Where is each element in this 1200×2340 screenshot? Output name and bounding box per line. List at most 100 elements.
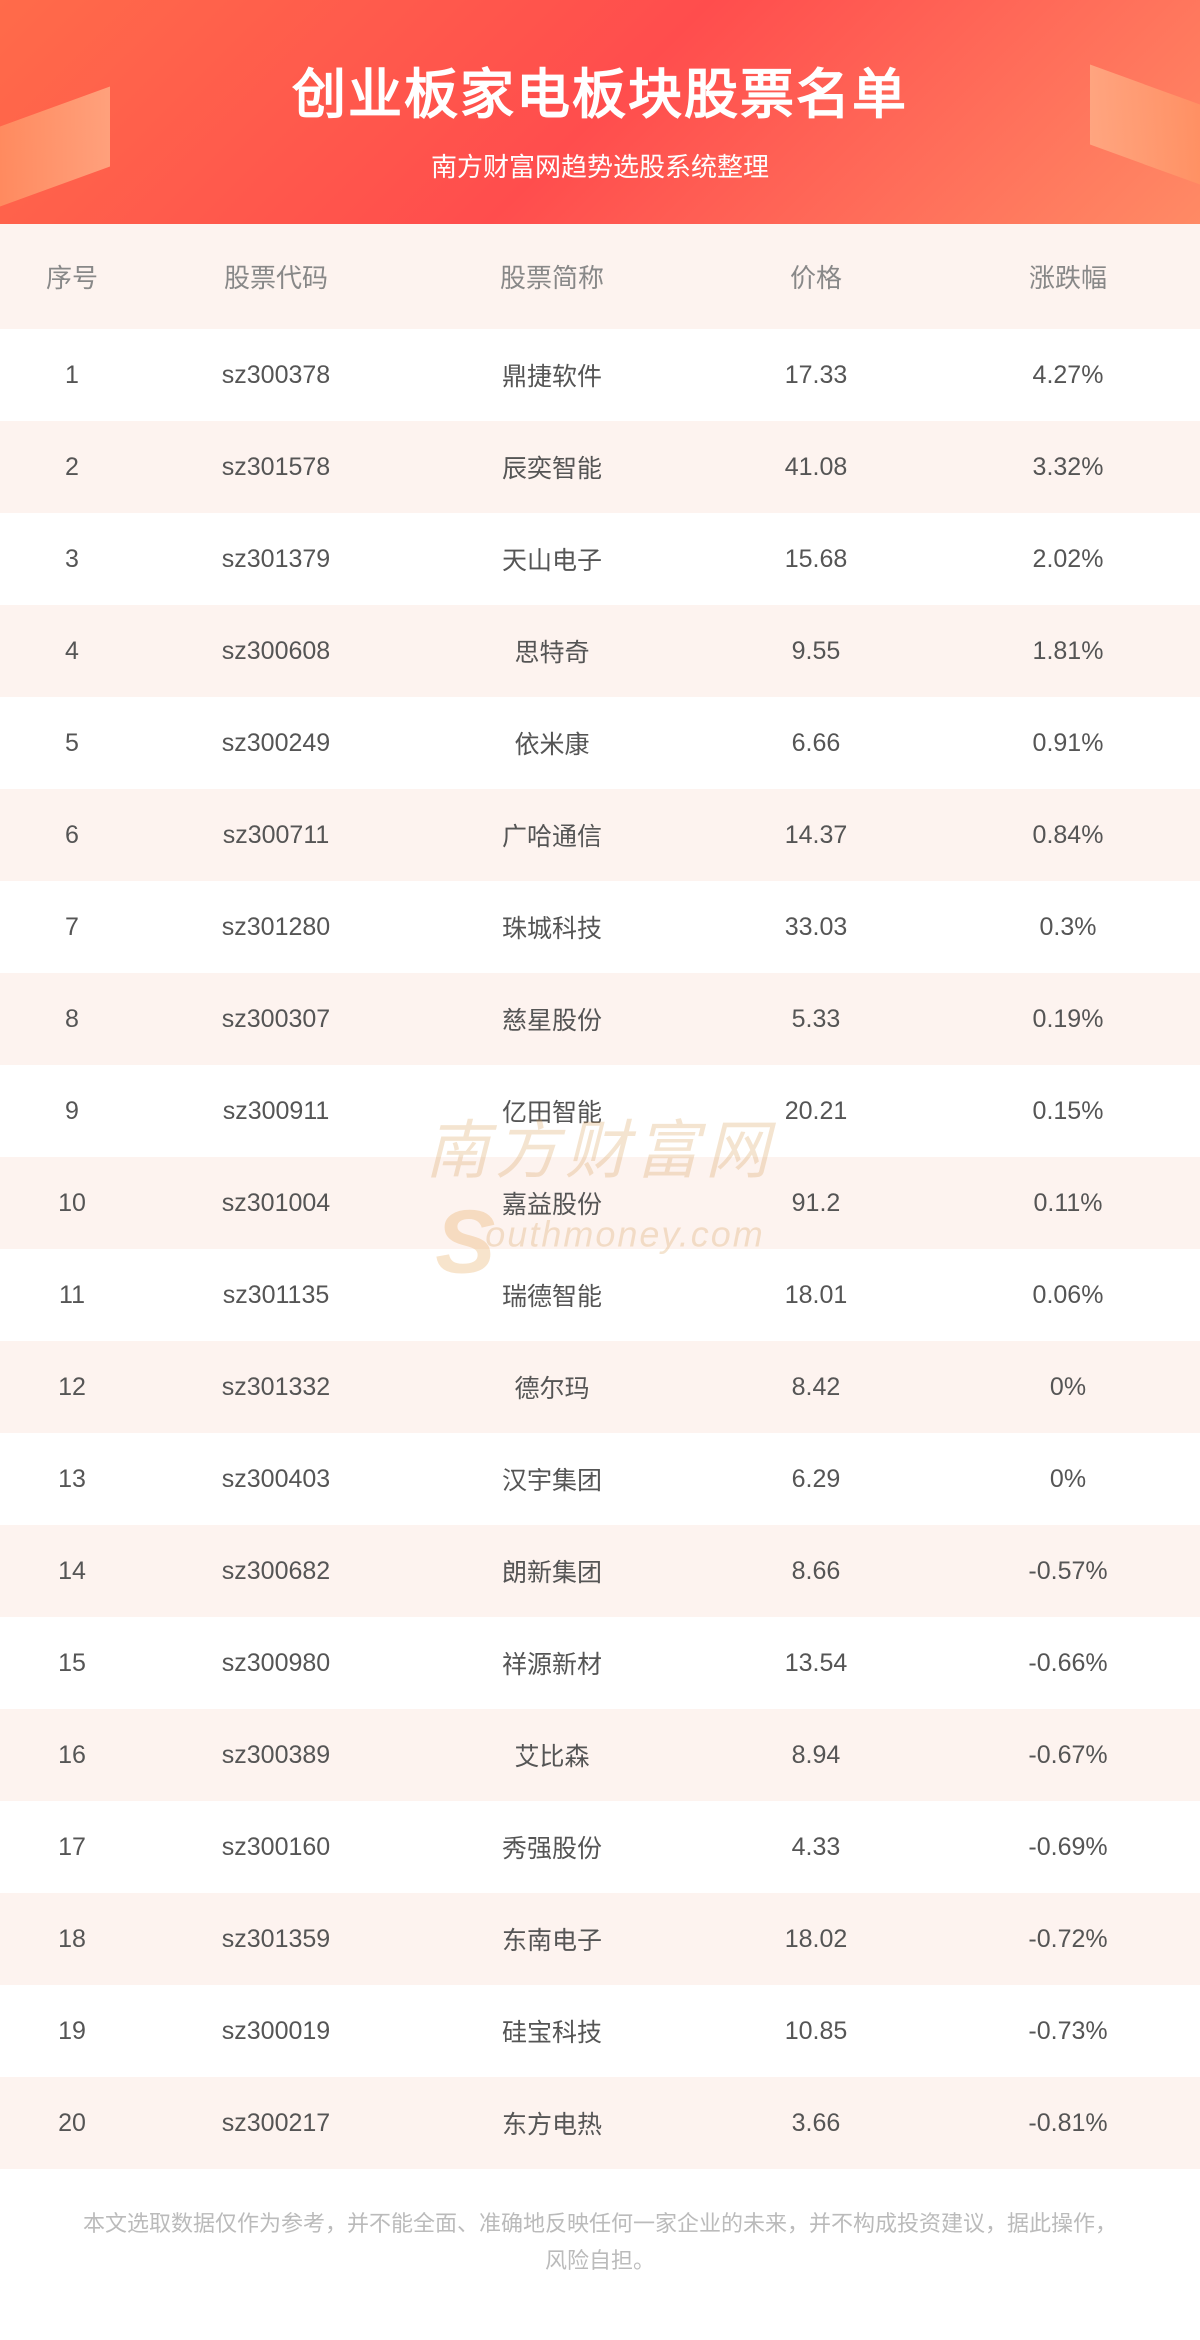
cell-price: 9.55 (696, 605, 936, 697)
table-row: 4sz300608思特奇9.551.81% (0, 605, 1200, 697)
table-row: 20sz300217东方电热3.66-0.81% (0, 2077, 1200, 2169)
cell-change: 0.19% (936, 973, 1200, 1065)
table-row: 3sz301379天山电子15.682.02% (0, 513, 1200, 605)
cell-code: sz301578 (144, 421, 408, 513)
cell-code: sz300249 (144, 697, 408, 789)
table-row: 2sz301578辰奕智能41.083.32% (0, 421, 1200, 513)
cell-change: -0.57% (936, 1525, 1200, 1617)
cell-index: 2 (0, 421, 144, 513)
cell-code: sz300307 (144, 973, 408, 1065)
table-row: 12sz301332德尔玛8.420% (0, 1341, 1200, 1433)
cell-change: 0.91% (936, 697, 1200, 789)
cell-change: 3.32% (936, 421, 1200, 513)
cell-name: 天山电子 (408, 513, 696, 605)
cell-code: sz300403 (144, 1433, 408, 1525)
table-row: 9sz300911亿田智能20.210.15% (0, 1065, 1200, 1157)
cell-code: sz301004 (144, 1157, 408, 1249)
cell-code: sz301379 (144, 513, 408, 605)
cell-name: 东方电热 (408, 2077, 696, 2169)
cell-price: 5.33 (696, 973, 936, 1065)
table-row: 18sz301359东南电子18.02-0.72% (0, 1893, 1200, 1985)
cell-change: 0% (936, 1433, 1200, 1525)
cell-code: sz300911 (144, 1065, 408, 1157)
cell-change: -0.66% (936, 1617, 1200, 1709)
cell-change: -0.81% (936, 2077, 1200, 2169)
cell-change: 0.84% (936, 789, 1200, 881)
cell-code: sz300217 (144, 2077, 408, 2169)
cell-code: sz300019 (144, 1985, 408, 2077)
cell-index: 3 (0, 513, 144, 605)
cell-name: 瑞德智能 (408, 1249, 696, 1341)
cell-index: 1 (0, 329, 144, 421)
cell-price: 4.33 (696, 1801, 936, 1893)
table-row: 11sz301135瑞德智能18.010.06% (0, 1249, 1200, 1341)
cell-price: 14.37 (696, 789, 936, 881)
cell-price: 20.21 (696, 1065, 936, 1157)
cell-name: 广哈通信 (408, 789, 696, 881)
cell-price: 18.02 (696, 1893, 936, 1985)
cell-change: 1.81% (936, 605, 1200, 697)
cell-code: sz301280 (144, 881, 408, 973)
page-title: 创业板家电板块股票名单 (20, 50, 1180, 129)
cell-name: 亿田智能 (408, 1065, 696, 1157)
cell-name: 慈星股份 (408, 973, 696, 1065)
cell-index: 19 (0, 1985, 144, 2077)
table-row: 10sz301004嘉益股份91.20.11% (0, 1157, 1200, 1249)
cell-code: sz300160 (144, 1801, 408, 1893)
cell-price: 15.68 (696, 513, 936, 605)
cell-price: 41.08 (696, 421, 936, 513)
cell-name: 鼎捷软件 (408, 329, 696, 421)
cell-price: 10.85 (696, 1985, 936, 2077)
cell-code: sz300378 (144, 329, 408, 421)
col-header-code: 股票代码 (144, 224, 408, 329)
cell-change: 2.02% (936, 513, 1200, 605)
cell-code: sz300389 (144, 1709, 408, 1801)
cell-index: 16 (0, 1709, 144, 1801)
cell-code: sz301135 (144, 1249, 408, 1341)
cell-index: 14 (0, 1525, 144, 1617)
cell-code: sz300682 (144, 1525, 408, 1617)
cell-change: -0.67% (936, 1709, 1200, 1801)
cell-name: 艾比森 (408, 1709, 696, 1801)
table-row: 8sz300307慈星股份5.330.19% (0, 973, 1200, 1065)
cell-index: 11 (0, 1249, 144, 1341)
cell-change: -0.73% (936, 1985, 1200, 2077)
cell-change: -0.72% (936, 1893, 1200, 1985)
table-row: 13sz300403汉宇集团6.290% (0, 1433, 1200, 1525)
cell-name: 朗新集团 (408, 1525, 696, 1617)
cell-price: 8.66 (696, 1525, 936, 1617)
cell-index: 18 (0, 1893, 144, 1985)
cell-name: 德尔玛 (408, 1341, 696, 1433)
cell-name: 硅宝科技 (408, 1985, 696, 2077)
stock-table-body: 1sz300378鼎捷软件17.334.27%2sz301578辰奕智能41.0… (0, 329, 1200, 2169)
cell-price: 18.01 (696, 1249, 936, 1341)
cell-change: 0.3% (936, 881, 1200, 973)
cell-price: 8.42 (696, 1341, 936, 1433)
cell-change: -0.69% (936, 1801, 1200, 1893)
cell-code: sz300608 (144, 605, 408, 697)
stock-table-container: 南方财富网 Southmoney.com 序号 股票代码 股票简称 价格 涨跌幅… (0, 224, 1200, 2169)
cell-name: 东南电子 (408, 1893, 696, 1985)
table-header-row: 序号 股票代码 股票简称 价格 涨跌幅 (0, 224, 1200, 329)
col-header-index: 序号 (0, 224, 144, 329)
cell-name: 秀强股份 (408, 1801, 696, 1893)
cell-name: 汉宇集团 (408, 1433, 696, 1525)
cell-name: 珠城科技 (408, 881, 696, 973)
cell-price: 33.03 (696, 881, 936, 973)
cell-change: 0.15% (936, 1065, 1200, 1157)
col-header-change: 涨跌幅 (936, 224, 1200, 329)
table-row: 6sz300711广哈通信14.370.84% (0, 789, 1200, 881)
cell-price: 13.54 (696, 1617, 936, 1709)
table-row: 1sz300378鼎捷软件17.334.27% (0, 329, 1200, 421)
cell-name: 嘉益股份 (408, 1157, 696, 1249)
cell-index: 12 (0, 1341, 144, 1433)
cell-name: 祥源新材 (408, 1617, 696, 1709)
cell-code: sz301332 (144, 1341, 408, 1433)
table-row: 17sz300160秀强股份4.33-0.69% (0, 1801, 1200, 1893)
cell-code: sz301359 (144, 1893, 408, 1985)
cell-name: 依米康 (408, 697, 696, 789)
col-header-price: 价格 (696, 224, 936, 329)
table-row: 5sz300249依米康6.660.91% (0, 697, 1200, 789)
cell-index: 15 (0, 1617, 144, 1709)
cell-price: 8.94 (696, 1709, 936, 1801)
